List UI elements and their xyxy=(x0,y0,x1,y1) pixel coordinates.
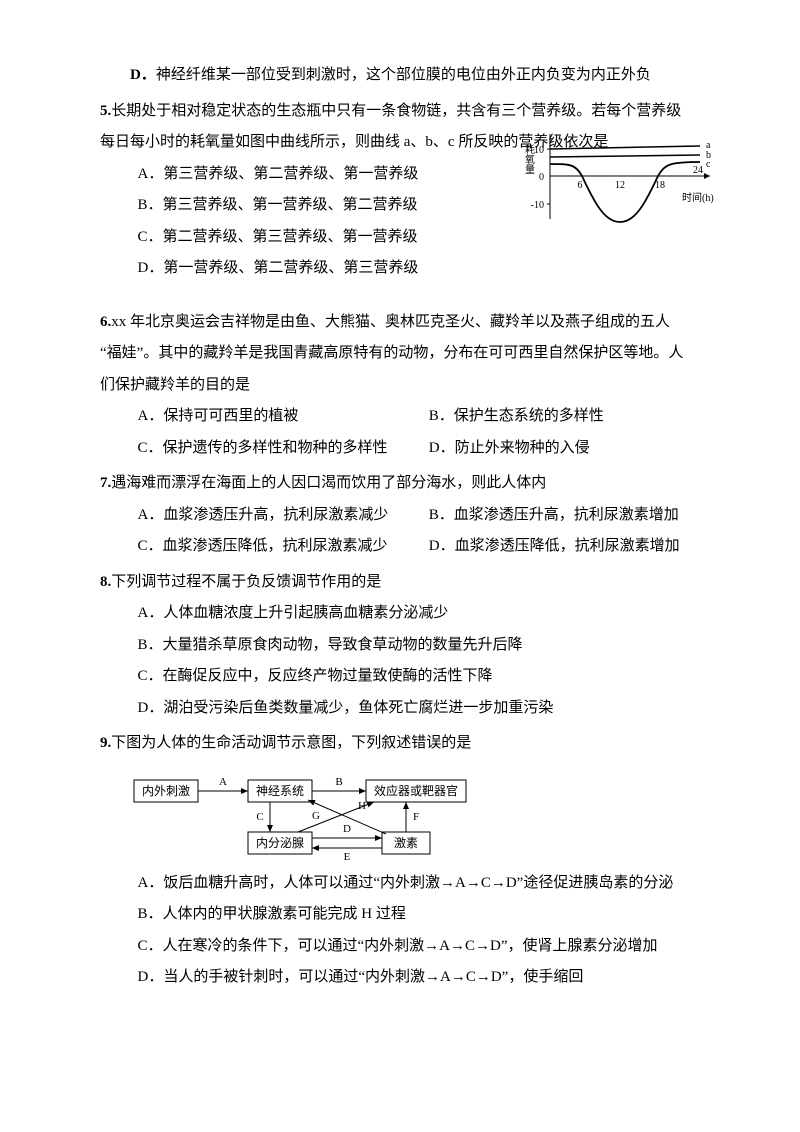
edge-label: F xyxy=(413,811,419,823)
curve-b xyxy=(550,155,700,157)
q5-option-c: C．第二营养级、第三营养级、第一营养级 xyxy=(138,222,508,254)
xtick-label: 24 xyxy=(693,165,703,176)
xtick-label: 12 xyxy=(615,180,625,191)
q9-diagram: 内外刺激 神经系统 效应器或靶器官 内分泌腺 激素 A B xyxy=(130,764,720,864)
svg-text:效应器或靶器官: 效应器或靶器官 xyxy=(374,783,458,798)
arrow-icon xyxy=(704,173,710,179)
q9-option-b: B．人体内的甲状腺激素可能完成 H 过程 xyxy=(138,899,721,931)
ytick-label: -10 xyxy=(531,200,544,211)
question-7: 7.遇海难而漂浮在海面上的人因口渴而饮用了部分海水，则此人体内 A．血浆渗透压升… xyxy=(100,468,720,563)
q5-number: 5. xyxy=(100,103,111,119)
q8-option-d: D．湖泊受污染后鱼类数量减少，鱼体死亡腐烂进一步加重污染 xyxy=(138,693,721,725)
question-8: 8.下列调节过程不属于负反馈调节作用的是 A．人体血糖浓度上升引起胰高血糖素分泌… xyxy=(100,567,720,725)
q6-number: 6. xyxy=(100,314,111,330)
q5-stem: 5.长期处于相对稳定状态的生态瓶中只有一条食物链，共含有三个营养级。若每个营养级 xyxy=(100,96,720,128)
xtick-label: 6 xyxy=(578,180,583,191)
question-6: 6.xx 年北京奥运会吉祥物是由鱼、大熊猫、奥林匹克圣火、藏羚羊以及燕子组成的五… xyxy=(100,307,720,465)
q7-option-c: C．血浆渗透压降低，抗利尿激素减少 xyxy=(138,531,429,563)
q6-option-d: D．防止外来物种的入侵 xyxy=(429,433,720,465)
box-endo: 内分泌腺 xyxy=(248,832,312,854)
q8-option-c: C．在酶促反应中，反应终产物过量致使酶的活性下降 xyxy=(138,661,721,693)
q6-stem-line1: xx 年北京奥运会吉祥物是由鱼、大熊猫、奥林匹克圣火、藏羚羊以及燕子组成的五人 xyxy=(111,314,670,330)
q6-option-c: C．保护遗传的多样性和物种的多样性 xyxy=(138,433,429,465)
q7-number: 7. xyxy=(100,475,111,491)
q7-stem: 遇海难而漂浮在海面上的人因口渴而饮用了部分海水，则此人体内 xyxy=(111,475,546,491)
edge-label: E xyxy=(344,851,351,863)
svg-text:神经系统: 神经系统 xyxy=(256,784,304,798)
curve-label: c xyxy=(706,159,711,170)
edge-label: A xyxy=(219,776,227,788)
q8-stem: 下列调节过程不属于负反馈调节作用的是 xyxy=(111,574,381,590)
xtick-label: 18 xyxy=(655,180,665,191)
svg-text:激素: 激素 xyxy=(394,836,418,850)
q8-number: 8. xyxy=(100,574,111,590)
question-5: 5.长期处于相对稳定状态的生态瓶中只有一条食物链，共含有三个营养级。若每个营养级… xyxy=(100,96,720,285)
q5-chart: 10 0 -10 6 12 18 24 a b c 耗氧量 时间(h) xyxy=(520,124,720,234)
q9-option-d: D．当人的手被针刺时，可以通过“内外刺激→A→C→D”，使手缩回 xyxy=(138,962,721,994)
q5-option-a: A．第三营养级、第二营养级、第一营养级 xyxy=(138,159,508,191)
edge-label: D xyxy=(343,823,351,835)
q6-stem-line2: “福娃”。其中的藏羚羊是我国青藏高原特有的动物，分布在可可西里自然保护区等地。人 xyxy=(100,338,720,370)
box-horm: 激素 xyxy=(382,832,430,854)
q8-option-b: B．大量猎杀草原食肉动物，导致食草动物的数量先升后降 xyxy=(138,630,721,662)
q8-option-a: A．人体血糖浓度上升引起胰高血糖素分泌减少 xyxy=(138,598,721,630)
q7-option-b: B．血浆渗透压升高，抗利尿激素增加 xyxy=(429,500,720,532)
q5-option-b: B．第三营养级、第一营养级、第二营养级 xyxy=(138,190,508,222)
q4-option-d: D．神经纤维某一部位受到刺激时，这个部位膜的电位由外正内负变为内正外负 xyxy=(100,60,720,92)
curve-a xyxy=(550,146,700,149)
option-label: D． xyxy=(130,67,156,83)
q5-stem-line1: 长期处于相对稳定状态的生态瓶中只有一条食物链，共含有三个营养级。若每个营养级 xyxy=(111,103,681,119)
ytick-label: 0 xyxy=(539,172,544,183)
edge-label: C xyxy=(256,811,263,823)
q5-option-d: D．第一营养级、第二营养级、第三营养级 xyxy=(138,253,508,285)
box-target: 效应器或靶器官 xyxy=(366,780,466,802)
q9-stem: 下图为人体的生命活动调节示意图，下列叙述错误的是 xyxy=(111,735,471,751)
box-stim: 内外刺激 xyxy=(134,780,198,802)
option-text: 神经纤维某一部位受到刺激时，这个部位膜的电位由外正内负变为内正外负 xyxy=(156,67,651,83)
q9-option-a: A．饭后血糖升高时，人体可以通过“内外刺激→A→C→D”途径促进胰岛素的分泌 xyxy=(138,868,721,900)
question-9: 9.下图为人体的生命活动调节示意图，下列叙述错误的是 内外刺激 神经系统 效应器… xyxy=(100,728,720,994)
svg-text:内分泌腺: 内分泌腺 xyxy=(256,836,304,850)
box-nerve: 神经系统 xyxy=(248,780,312,802)
q7-option-a: A．血浆渗透压升高，抗利尿激素减少 xyxy=(138,500,429,532)
curve-c xyxy=(550,162,700,222)
q9-option-c: C．人在寒冷的条件下，可以通过“内外刺激→A→C→D”，使肾上腺素分泌增加 xyxy=(138,931,721,963)
y-axis-label: 耗氧量 xyxy=(523,143,535,173)
q7-option-d: D．血浆渗透压降低，抗利尿激素增加 xyxy=(429,531,720,563)
q6-option-b: B．保护生态系统的多样性 xyxy=(429,401,720,433)
edge-label: G xyxy=(312,810,320,822)
q9-number: 9. xyxy=(100,735,111,751)
ytick-label: 10 xyxy=(534,145,544,156)
q6-option-a: A．保持可可西里的植被 xyxy=(138,401,429,433)
q5-options: A．第三营养级、第二营养级、第一营养级 B．第三营养级、第一营养级、第二营养级 … xyxy=(100,159,508,285)
edge-label: B xyxy=(335,776,342,788)
q6-stem-line3: 们保护藏羚羊的目的是 xyxy=(100,370,720,402)
edge-label: H xyxy=(358,800,366,812)
svg-text:内外刺激: 内外刺激 xyxy=(142,784,190,798)
x-axis-label: 时间(h) xyxy=(682,191,714,204)
